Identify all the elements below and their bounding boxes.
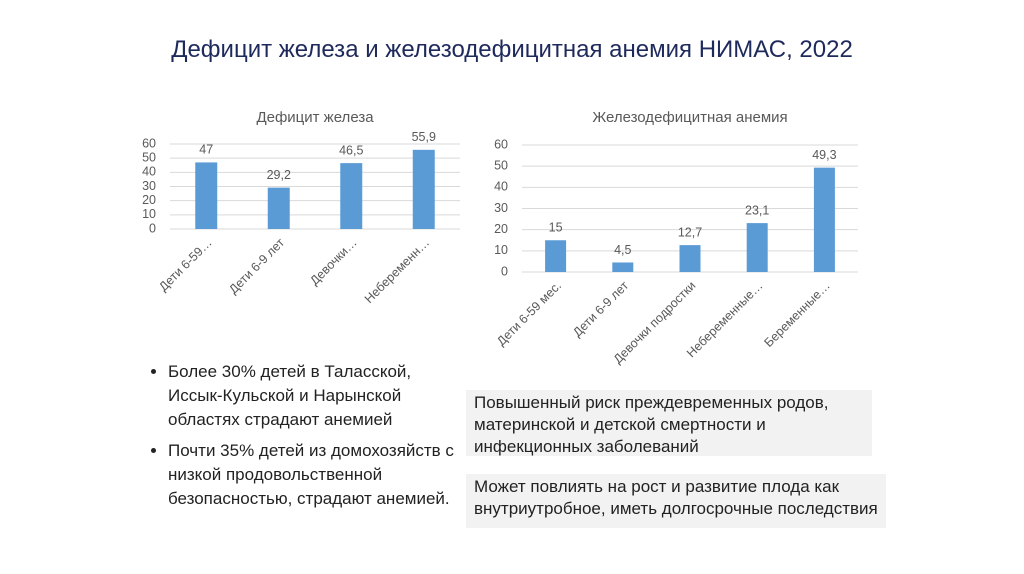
x-tick-label: Беременные… bbox=[762, 279, 833, 350]
value-label: 46,5 bbox=[339, 143, 363, 157]
bar bbox=[340, 163, 363, 229]
value-label: 15 bbox=[549, 221, 563, 235]
bar bbox=[195, 162, 218, 229]
note-box: Может повлиять на рост и развитие плода … bbox=[466, 474, 886, 528]
y-tick-label: 20 bbox=[142, 193, 156, 207]
y-tick-label: 40 bbox=[142, 165, 156, 179]
bar bbox=[612, 262, 634, 272]
chart-title: Дефицит железа bbox=[256, 109, 374, 126]
y-tick-label: 60 bbox=[494, 137, 508, 151]
y-tick-label: 20 bbox=[494, 222, 508, 236]
bullet: Более 30% детей в Таласской, Иссык-Кульс… bbox=[168, 360, 468, 432]
y-tick-label: 30 bbox=[142, 179, 156, 193]
bullet: Почти 35% детей из домохозяйств с низкой… bbox=[168, 439, 468, 511]
slide-title: Дефицит железа и железодефицитная анемия… bbox=[171, 36, 853, 63]
y-tick-label: 0 bbox=[501, 264, 508, 278]
bar bbox=[267, 187, 290, 229]
bullet-list: Более 30% детей в Таласской, Иссык-Кульс… bbox=[148, 360, 468, 518]
chart-title: Железодефицитная анемия bbox=[592, 109, 787, 126]
x-tick-label: Небеременн… bbox=[362, 236, 432, 306]
x-tick-label: Девочки… bbox=[307, 236, 359, 288]
value-label: 23,1 bbox=[745, 203, 769, 217]
value-label: 4,5 bbox=[614, 243, 631, 257]
y-tick-label: 30 bbox=[494, 201, 508, 215]
bar bbox=[679, 245, 701, 272]
x-tick-label: Дети 6-9 лет bbox=[570, 278, 631, 339]
y-tick-label: 50 bbox=[142, 150, 156, 164]
y-tick-label: 10 bbox=[494, 243, 508, 257]
value-label: 47 bbox=[199, 143, 213, 157]
value-label: 12,7 bbox=[678, 225, 702, 239]
bar bbox=[746, 223, 768, 272]
note-box: Повышенный риск преждевременных родов, м… bbox=[466, 390, 872, 456]
y-tick-label: 10 bbox=[142, 207, 156, 221]
x-tick-label: Дети 6-59 мес. bbox=[494, 279, 564, 349]
value-label: 55,9 bbox=[412, 130, 436, 144]
y-tick-label: 50 bbox=[494, 158, 508, 172]
value-label: 29,2 bbox=[267, 168, 291, 182]
y-tick-label: 40 bbox=[494, 180, 508, 194]
bar bbox=[545, 240, 567, 272]
bar bbox=[412, 149, 435, 229]
y-tick-label: 60 bbox=[142, 136, 156, 150]
y-tick-label: 0 bbox=[149, 221, 156, 235]
bar bbox=[813, 167, 835, 272]
x-tick-label: Дети 6-59… bbox=[156, 236, 214, 294]
value-label: 49,3 bbox=[812, 148, 836, 162]
x-tick-label: Дети 6-9 лет bbox=[226, 235, 287, 296]
x-tick-label: Небеременные… bbox=[684, 279, 766, 361]
